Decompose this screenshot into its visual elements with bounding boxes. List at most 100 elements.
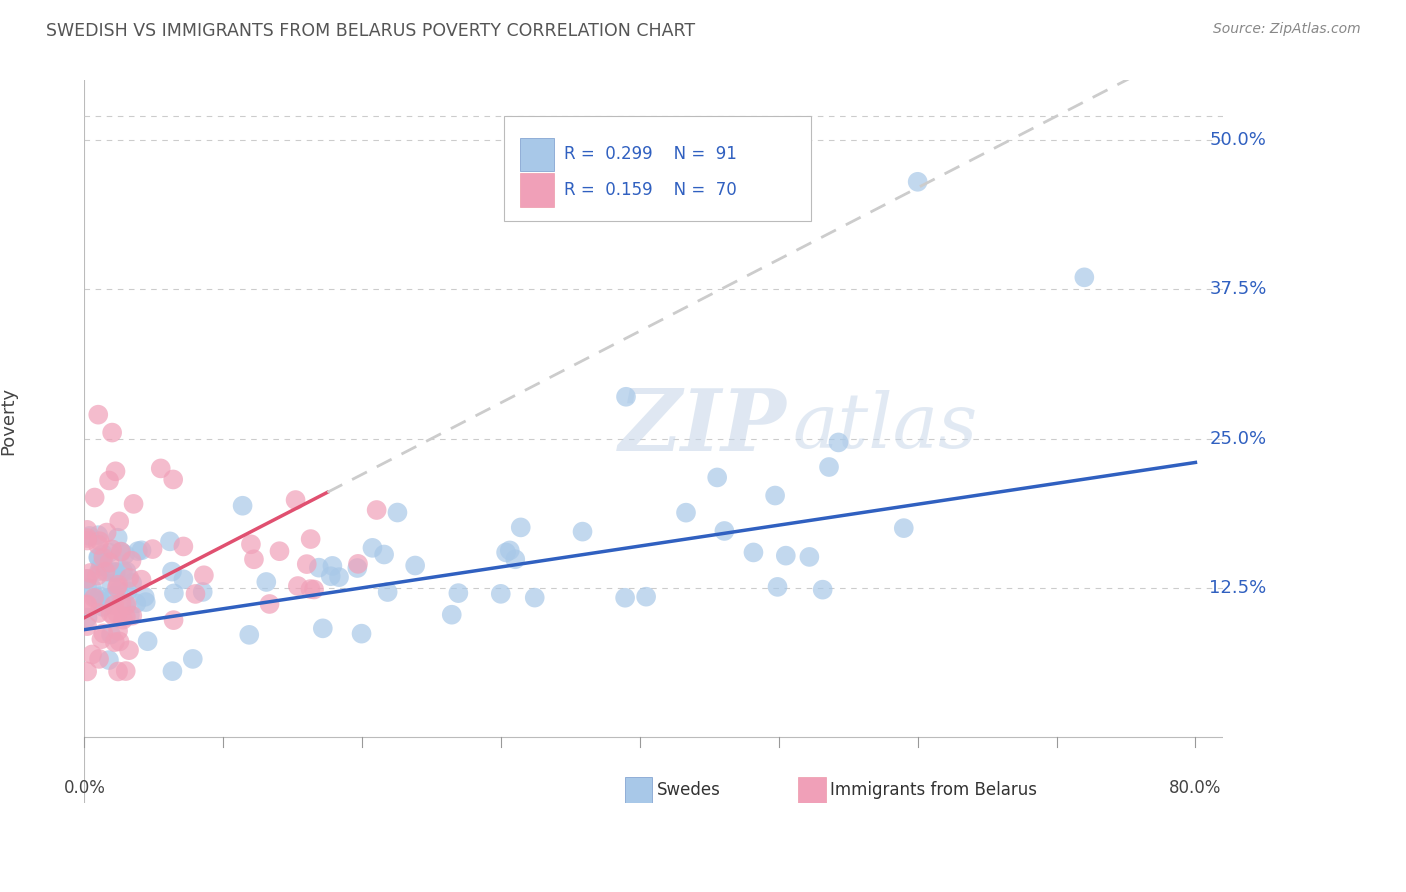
Point (83, 591, 105, 605)
Point (232, 499, 254, 513)
Point (193, 568, 215, 582)
Point (503, 552, 526, 566)
Text: 25.0%: 25.0% (1209, 430, 1267, 448)
Point (818, 460, 841, 475)
Point (706, 470, 728, 484)
Point (238, 628, 260, 642)
Point (675, 506, 697, 520)
Point (118, 643, 141, 657)
Point (181, 652, 204, 666)
Point (87, 528, 110, 542)
Point (107, 578, 129, 592)
Point (404, 558, 426, 573)
Point (83, 491, 105, 505)
Point (523, 591, 546, 605)
Point (91, 557, 114, 571)
Point (76, 610, 98, 624)
Point (108, 514, 131, 528)
Point (499, 543, 522, 558)
Point (811, 582, 834, 597)
Point (76, 665, 98, 679)
Point (87, 564, 110, 578)
Point (328, 570, 350, 584)
Point (115, 564, 138, 578)
Text: SWEDISH VS IMMIGRANTS FROM BELARUS POVERTY CORRELATION CHART: SWEDISH VS IMMIGRANTS FROM BELARUS POVER… (46, 22, 696, 40)
Point (87, 550, 110, 565)
Point (142, 542, 165, 557)
Point (105, 580, 128, 594)
Point (86, 568, 108, 582)
Point (76, 572, 98, 586)
Text: atlas: atlas (793, 390, 979, 464)
Point (82, 648, 104, 662)
Text: ZIP: ZIP (619, 384, 787, 468)
Point (509, 520, 531, 534)
Point (89, 534, 111, 549)
Point (799, 549, 821, 564)
Point (87, 538, 110, 552)
Point (79, 529, 101, 543)
Point (98, 556, 121, 570)
Point (115, 598, 138, 612)
Point (98, 546, 121, 560)
Point (100, 627, 122, 641)
Point (162, 613, 184, 627)
Point (131, 573, 153, 587)
Point (377, 585, 399, 599)
Point (98, 474, 121, 488)
Point (713, 524, 735, 538)
Point (84, 591, 107, 605)
Point (308, 560, 330, 574)
Point (97, 653, 120, 667)
Point (93, 550, 115, 565)
Point (107, 665, 129, 679)
Point (112, 613, 135, 627)
Point (135, 595, 157, 609)
FancyBboxPatch shape (520, 173, 554, 207)
FancyBboxPatch shape (799, 777, 825, 803)
Point (89, 589, 111, 603)
Point (103, 609, 125, 624)
Point (96, 525, 118, 540)
Point (87, 550, 110, 565)
Point (184, 587, 207, 601)
Point (104, 565, 127, 579)
Point (284, 493, 307, 508)
Point (76, 531, 98, 545)
Point (103, 589, 125, 603)
Text: 80.0%: 80.0% (1170, 779, 1222, 797)
Point (160, 565, 183, 579)
Point (125, 596, 148, 610)
Point (775, 549, 797, 563)
Point (346, 561, 368, 575)
Point (94, 565, 117, 579)
Point (97, 591, 120, 605)
Point (107, 624, 129, 638)
Point (91, 626, 114, 640)
Point (287, 579, 309, 593)
Point (108, 634, 131, 648)
Point (103, 598, 125, 612)
Point (115, 609, 138, 624)
Point (89, 594, 111, 608)
Point (136, 634, 159, 648)
Text: 50.0%: 50.0% (1209, 131, 1267, 149)
Point (111, 564, 134, 578)
Point (162, 472, 184, 486)
Point (76, 572, 98, 586)
Text: 37.5%: 37.5% (1209, 280, 1267, 298)
Point (299, 582, 322, 596)
FancyBboxPatch shape (520, 137, 554, 171)
Point (117, 584, 139, 599)
Point (269, 544, 291, 558)
Point (114, 664, 136, 678)
Point (149, 461, 172, 475)
Text: 0.0%: 0.0% (63, 779, 105, 797)
Point (254, 574, 277, 589)
Point (159, 534, 181, 549)
FancyBboxPatch shape (503, 116, 811, 221)
Point (100, 565, 122, 579)
Point (299, 532, 322, 546)
Point (191, 585, 214, 599)
Text: Immigrants from Belarus: Immigrants from Belarus (830, 780, 1038, 798)
